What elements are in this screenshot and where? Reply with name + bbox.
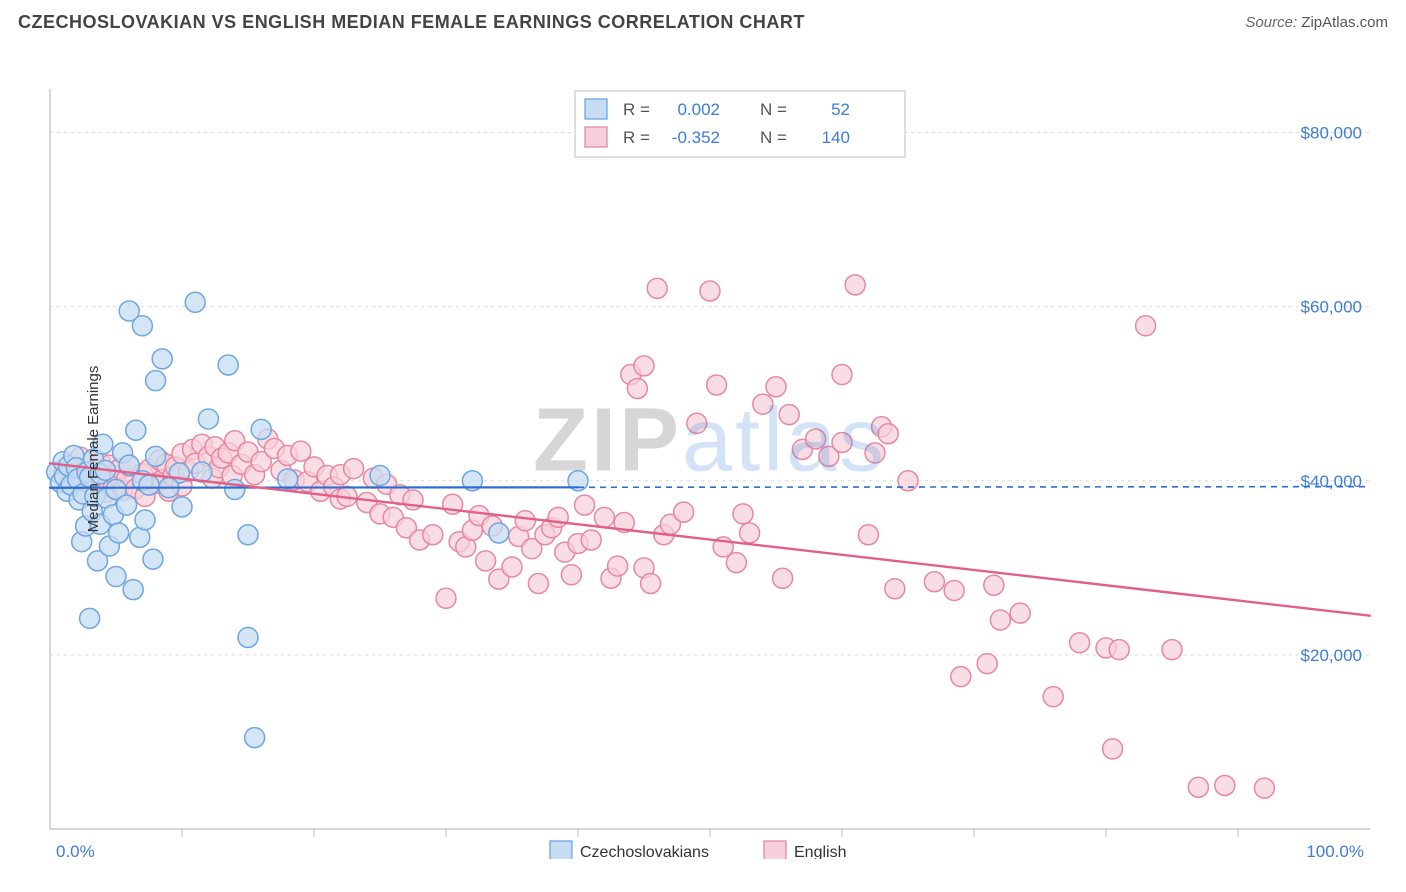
svg-text:$40,000: $40,000	[1301, 472, 1362, 491]
series-czech	[47, 292, 588, 747]
chart-svg: $20,000 $40,000 $60,000 $80,000 0.0% 100.0% R …	[0, 39, 1406, 859]
svg-text:$20,000: $20,000	[1301, 646, 1362, 665]
chart-title: CZECHOSLOVAKIAN VS ENGLISH MEDIAN FEMALE…	[18, 12, 805, 33]
svg-text:R =: R =	[623, 128, 650, 147]
source-credit: Source: ZipAtlas.com	[1245, 14, 1388, 31]
svg-text:-0.352: -0.352	[672, 128, 720, 147]
svg-text:140: 140	[822, 128, 850, 147]
source-prefix: Source:	[1245, 14, 1301, 31]
svg-text:R =: R =	[623, 100, 650, 119]
source-name: ZipAtlas.com	[1301, 14, 1388, 31]
x-legend: Czechoslovakians English	[550, 841, 846, 859]
svg-text:0.0%: 0.0%	[56, 842, 95, 859]
svg-text:N =: N =	[760, 100, 787, 119]
svg-text:$60,000: $60,000	[1301, 298, 1362, 317]
svg-text:English: English	[794, 844, 846, 859]
svg-text:100.0%: 100.0%	[1306, 842, 1364, 859]
svg-text:52: 52	[831, 100, 850, 119]
header: CZECHOSLOVAKIAN VS ENGLISH MEDIAN FEMALE…	[0, 0, 1406, 39]
svg-text:N =: N =	[760, 128, 787, 147]
stats-legend: R = 0.002 N = 52 R = -0.352 N = 140	[575, 91, 905, 157]
svg-text:0.002: 0.002	[677, 100, 720, 119]
chart-container: Median Female Earnings ZIPatlas $20,000$…	[0, 39, 1406, 859]
svg-text:$80,000: $80,000	[1301, 124, 1362, 143]
svg-text:Czechoslovakians: Czechoslovakians	[580, 844, 709, 859]
series-english	[53, 275, 1274, 798]
y-axis-label: Median Female Earnings	[85, 366, 102, 533]
